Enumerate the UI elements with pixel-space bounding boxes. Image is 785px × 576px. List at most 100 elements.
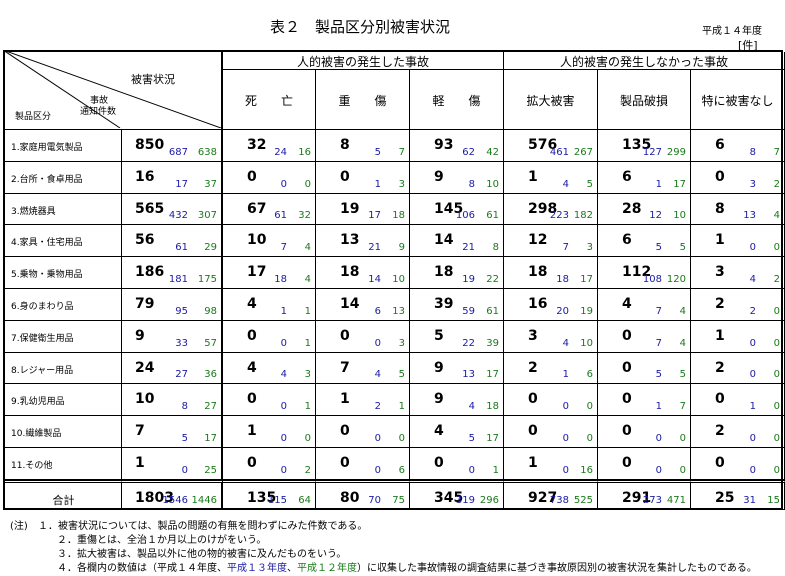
- value-h12: 4: [679, 337, 686, 349]
- value-h12: 307: [197, 210, 217, 222]
- value-h13: 2: [374, 401, 381, 413]
- corner-diagonals: [3, 50, 221, 128]
- value-h13: 4: [562, 337, 569, 349]
- value-h14: 576: [528, 137, 558, 153]
- column-header: 特に被害なし: [691, 70, 785, 130]
- value-h14: 17: [247, 264, 267, 281]
- data-cell: 4 5 17: [410, 416, 504, 448]
- value-h13: 0: [374, 337, 381, 349]
- column-header: 製品破損: [598, 70, 691, 130]
- data-cell: 1 2 1: [316, 384, 410, 417]
- value-h12: 0: [304, 432, 311, 444]
- column-header: 重 傷: [316, 70, 410, 130]
- value-h12: 6: [586, 369, 593, 381]
- value-h13: 5: [655, 242, 662, 254]
- value-h12: 2: [773, 178, 780, 190]
- column-header: 軽 傷: [410, 70, 504, 130]
- data-cell: 145 106 61: [410, 193, 504, 226]
- value-h12: 16: [580, 464, 593, 476]
- value-h12: 3: [398, 337, 405, 349]
- value-h14: 186: [135, 264, 165, 281]
- value-h14: 6: [715, 137, 725, 153]
- value-h12: 0: [586, 432, 593, 444]
- value-h14: 32: [247, 137, 267, 153]
- data-cell: 9 8 10: [410, 161, 504, 194]
- group-header: 人的被害の発生しなかった事故: [504, 52, 785, 70]
- value-h12: 0: [398, 432, 405, 444]
- data-cell: 1 4 5: [504, 161, 598, 194]
- value-h14: 1: [715, 327, 725, 344]
- value-h12: 17: [204, 432, 217, 444]
- value-h12: 7: [679, 401, 686, 413]
- value-h14: 0: [340, 423, 350, 440]
- value-h13: 687: [168, 146, 188, 158]
- value-h14: 14: [434, 232, 454, 249]
- value-h12: 1446: [191, 495, 217, 506]
- data-cell: 1 0 0: [691, 225, 785, 258]
- corner-count: 通知件数: [80, 107, 117, 117]
- value-h12: 36: [204, 369, 217, 381]
- column-label: 軽 傷: [432, 94, 481, 108]
- value-h13: 6: [374, 305, 381, 317]
- value-h13: 0: [374, 464, 381, 476]
- value-h12: 37: [204, 178, 217, 190]
- value-h13: 70: [368, 495, 381, 506]
- data-cell: 79 95 98: [122, 289, 223, 321]
- row-label-cell: 2.台所・食卓用品: [5, 161, 122, 194]
- data-cell: 28 12 10: [598, 193, 691, 226]
- row-label-cell: 3.燃焼器具: [5, 193, 122, 226]
- value-h13: 17: [175, 178, 188, 190]
- value-h12: 61: [486, 210, 499, 222]
- column-header: 死 亡: [223, 70, 316, 130]
- value-h13: 5: [655, 369, 662, 381]
- data-cell: 32 24 16: [223, 130, 316, 162]
- value-h13: 18: [274, 273, 287, 285]
- data-cell: 927 738 525: [504, 480, 598, 510]
- value-h13: 5: [468, 432, 475, 444]
- value-h14: 4: [622, 296, 632, 312]
- data-cell: 14 21 8: [410, 225, 504, 258]
- value-h12: 17: [486, 369, 499, 381]
- value-h12: 3: [586, 242, 593, 254]
- note: ２．重傷とは、全治１か月以上のけがをいう。: [57, 535, 267, 546]
- value-h12: 4: [304, 273, 311, 285]
- value-h12: 5: [679, 369, 686, 381]
- value-h14: 1: [528, 168, 538, 185]
- row-label: 7.保健衛生用品: [11, 333, 74, 344]
- data-cell: 7 4 5: [316, 352, 410, 385]
- value-h12: 182: [573, 210, 593, 222]
- unit: [件]: [738, 39, 758, 52]
- data-cell: 8 13 4: [691, 193, 785, 226]
- corner-cell: [5, 52, 223, 130]
- data-cell: 6 8 7: [691, 130, 785, 162]
- data-cell: 80 70 75: [316, 480, 410, 510]
- value-h14: 8: [340, 137, 350, 153]
- value-h13: 1: [562, 369, 569, 381]
- group-label: 人的被害の発生しなかった事故: [559, 55, 728, 69]
- value-h12: 4: [679, 305, 686, 317]
- corner-damage: 被害状況: [131, 73, 175, 86]
- value-h13: 5: [374, 146, 381, 158]
- note: １．被害状況については、製品の問題の有無を問わずにみた件数である。: [38, 521, 368, 532]
- row-label: 10.繊維製品: [11, 429, 62, 440]
- value-h12: 25: [204, 464, 217, 476]
- note-segment: ）に収集した事故情報の調査結果に基づき事故原因別の被害状況を集計したものである。: [357, 563, 757, 574]
- data-cell: 12 7 3: [504, 225, 598, 258]
- data-cell: 0 0 1: [223, 320, 316, 353]
- value-h12: 2: [304, 464, 311, 476]
- value-h13: 59: [462, 305, 475, 317]
- value-h13: 18: [556, 273, 569, 285]
- value-h12: 0: [773, 305, 780, 317]
- value-h13: 7: [280, 242, 287, 254]
- data-cell: 9 33 57: [122, 320, 223, 353]
- value-h14: 7: [340, 359, 350, 376]
- data-cell: 13 21 9: [316, 225, 410, 258]
- value-h12: 75: [392, 495, 405, 506]
- value-h14: 1803: [135, 490, 174, 506]
- data-cell: 186 181 175: [122, 257, 223, 289]
- value-h13: 5: [181, 432, 188, 444]
- row-label-cell: 7.保健衛生用品: [5, 320, 122, 353]
- year: 平成１４年度: [702, 26, 762, 37]
- value-h14: 25: [715, 490, 735, 506]
